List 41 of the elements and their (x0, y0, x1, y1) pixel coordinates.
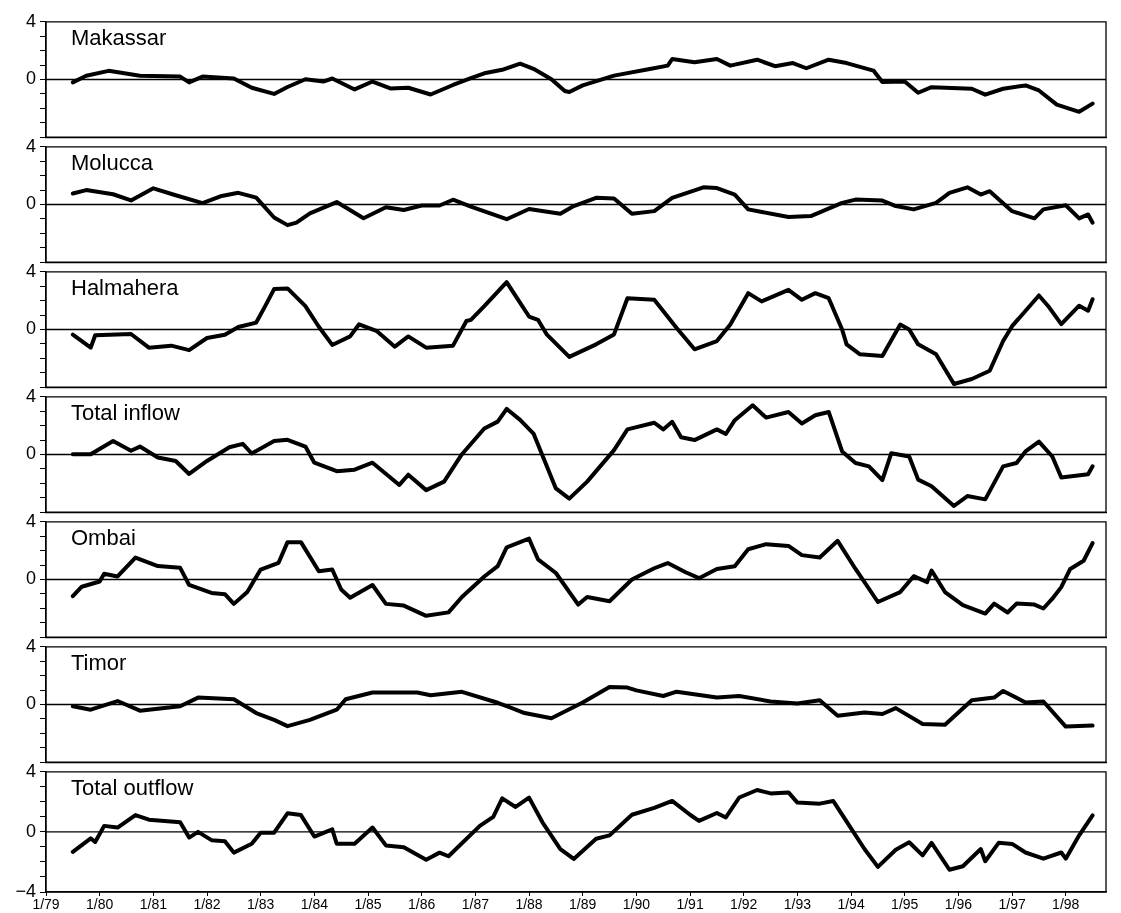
y-tick-label: 0 (25, 443, 36, 464)
y-tick-label: 0 (25, 820, 36, 841)
series-label: Ombai (71, 524, 136, 550)
y-tick-label: 0 (25, 318, 36, 339)
y-tick-label: 4 (25, 510, 36, 531)
x-tick-label: 1/80 (86, 896, 114, 913)
x-tick-label: 1/85 (354, 896, 382, 913)
y-tick-label: 4 (25, 135, 36, 156)
series-label: Total inflow (71, 399, 180, 425)
y-tick-label: 0 (25, 193, 36, 214)
series-label: Makassar (71, 24, 167, 50)
x-tick-label: 1/94 (837, 896, 865, 913)
y-tick-label: 4 (25, 260, 36, 281)
x-tick-label: 1/84 (300, 896, 329, 913)
y-tick-label: 4 (25, 10, 36, 31)
y-tick-label: 0 (25, 568, 36, 589)
x-tick-label: 1/82 (193, 896, 221, 913)
x-tick-label: 1/79 (32, 896, 60, 913)
x-tick-label: 1/81 (139, 896, 168, 913)
x-tick-label: 1/83 (247, 896, 275, 913)
y-tick-label: 4 (25, 760, 36, 781)
y-tick-label: 0 (25, 68, 36, 89)
series-label: Halmahera (71, 274, 180, 300)
x-tick-label: 1/87 (461, 896, 490, 913)
x-tick-label: 1/91 (676, 896, 704, 913)
x-tick-label: 1/93 (783, 896, 812, 913)
x-tick-label: 1/96 (944, 896, 973, 913)
x-tick-label: 1/95 (891, 896, 919, 913)
series-label: Molucca (71, 149, 154, 175)
x-tick-label: 1/88 (515, 896, 543, 913)
y-tick-label: 4 (25, 385, 36, 406)
y-tick-label: 4 (25, 635, 36, 656)
x-tick-label: 1/89 (569, 896, 597, 913)
series-label: Total outflow (71, 774, 194, 800)
x-tick-label: 1/86 (408, 896, 436, 913)
series-label: Timor (71, 649, 127, 675)
x-tick-label: 1/98 (1052, 896, 1080, 913)
x-tick-label: 1/92 (730, 896, 758, 913)
x-tick-label: 1/90 (622, 896, 651, 913)
y-tick-label: 0 (25, 693, 36, 714)
x-tick-label: 1/97 (998, 896, 1026, 913)
